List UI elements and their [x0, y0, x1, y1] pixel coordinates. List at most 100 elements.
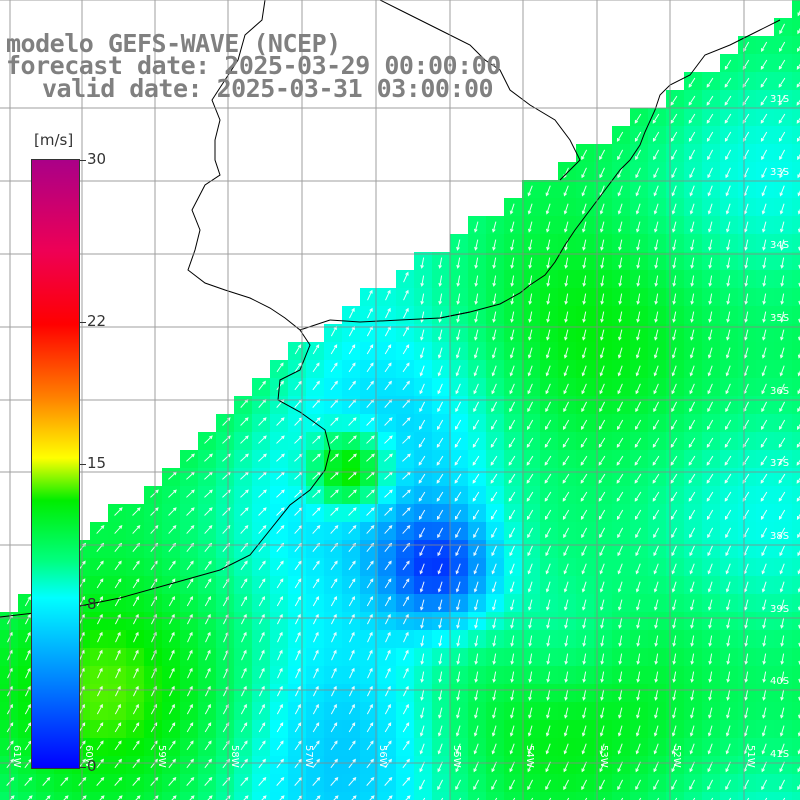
wind-arrow: [653, 419, 660, 430]
wind-arrow: [779, 149, 786, 161]
wind-arrow: [743, 221, 749, 233]
wind-arrow: [564, 617, 569, 629]
wind-arrow: [420, 707, 425, 719]
wind-arrow: [473, 383, 479, 395]
wind-arrow: [600, 311, 605, 323]
wind-arrow: [762, 617, 767, 629]
wind-arrow: [473, 401, 480, 413]
wind-arrow: [367, 631, 373, 643]
wind-arrow: [654, 689, 659, 701]
wind-arrow: [24, 595, 31, 607]
wind-arrow: [797, 352, 800, 359]
wind-arrow: [204, 595, 211, 607]
wind-arrow: [312, 560, 320, 571]
wind-arrow: [187, 667, 193, 679]
wind-arrow: [528, 653, 533, 665]
wind-arrow: [530, 797, 534, 800]
wind-arrow: [240, 613, 247, 625]
wind-arrow: [240, 740, 248, 751]
wind-arrow: [725, 527, 732, 539]
wind-arrow: [725, 725, 731, 737]
wind-arrow: [617, 527, 624, 539]
wind-arrow: [276, 613, 283, 625]
wind-arrow: [186, 453, 195, 462]
wind-arrow: [762, 653, 767, 665]
wind-cell: [792, 468, 800, 487]
wind-arrow: [780, 293, 785, 305]
wind-arrow: [726, 599, 731, 611]
wind-arrow: [599, 545, 605, 557]
wind-cell: [792, 252, 800, 271]
wind-arrow: [527, 347, 533, 359]
wind-arrow: [654, 635, 659, 647]
wind-arrow: [473, 779, 480, 791]
wind-arrow: [563, 347, 569, 359]
wind-arrow: [636, 617, 641, 629]
wind-arrow: [708, 311, 713, 323]
wind-arrow: [564, 293, 569, 305]
wind-arrow: [743, 347, 749, 359]
wind-arrow: [294, 362, 302, 373]
wind-arrow: [636, 293, 641, 305]
latitude-label: 37S: [770, 458, 789, 469]
wind-arrow: [635, 725, 641, 737]
wind-arrow: [490, 455, 498, 466]
wind-arrow: [402, 380, 410, 391]
wind-arrow: [454, 437, 462, 448]
wind-arrow: [690, 257, 695, 269]
wind-arrow: [331, 685, 337, 697]
wind-arrow: [671, 545, 677, 557]
wind-arrow: [526, 437, 534, 448]
wind-arrow: [494, 797, 498, 800]
wind-cell: [108, 792, 127, 800]
wind-arrow: [744, 257, 749, 269]
wind-arrow: [671, 401, 678, 413]
wind-arrow: [797, 405, 800, 413]
wind-arrow: [508, 437, 516, 448]
wind-arrow: [726, 635, 731, 647]
wind-arrow: [706, 77, 714, 88]
wind-arrow: [186, 578, 194, 589]
wind-arrow: [512, 797, 516, 800]
wind-cell: [180, 792, 199, 800]
wind-arrow: [672, 311, 677, 323]
wind-arrow: [312, 417, 321, 426]
wind-arrow: [706, 455, 714, 466]
wind-cell: [18, 792, 37, 800]
wind-cell: [792, 414, 800, 433]
wind-arrow: [528, 329, 533, 341]
wind-arrow: [690, 617, 695, 629]
wind-arrow: [312, 758, 320, 769]
wind-arrow: [474, 311, 479, 323]
wind-arrow: [420, 671, 425, 683]
wind-arrow: [454, 455, 462, 466]
wind-arrow: [259, 631, 265, 643]
wind-arrow: [204, 776, 213, 786]
wind-arrow: [473, 725, 479, 737]
wind-arrow: [491, 779, 498, 791]
wind-arrow: [259, 685, 265, 697]
wind-arrow: [617, 383, 623, 395]
wind-arrow: [24, 722, 32, 733]
wind-arrow: [724, 491, 732, 502]
wind-arrow: [438, 599, 443, 611]
wind-arrow: [456, 653, 461, 665]
wind-arrow: [652, 455, 660, 466]
wind-arrow: [490, 509, 498, 520]
wind-arrow: [473, 545, 479, 557]
wind-arrow: [510, 671, 515, 683]
wind-cell: [792, 18, 800, 37]
wind-arrow: [689, 167, 695, 179]
wind-arrow: [491, 545, 497, 557]
wind-arrow: [780, 329, 785, 341]
wind-arrow: [96, 560, 104, 571]
wind-arrow: [132, 560, 140, 571]
longitude-label: 57W: [303, 745, 314, 768]
wind-arrow: [384, 703, 391, 715]
wind-arrow: [563, 725, 569, 737]
wind-arrow: [762, 689, 767, 701]
wind-cell: [72, 792, 91, 800]
wind-arrow: [276, 380, 284, 391]
wind-arrow: [455, 527, 462, 539]
wind-arrow: [546, 671, 551, 683]
